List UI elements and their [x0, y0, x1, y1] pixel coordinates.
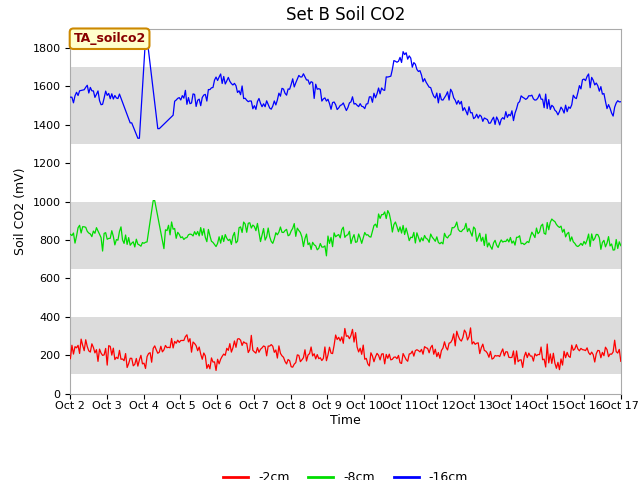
Y-axis label: Soil CO2 (mV): Soil CO2 (mV)	[14, 168, 27, 255]
Text: TA_soilco2: TA_soilco2	[74, 32, 146, 45]
Bar	[70, 202, 621, 269]
Legend: -2cm, -8cm, -16cm: -2cm, -8cm, -16cm	[218, 467, 473, 480]
Title: Set B Soil CO2: Set B Soil CO2	[286, 6, 405, 24]
Bar	[70, 317, 621, 374]
Bar	[70, 67, 621, 144]
X-axis label: Time: Time	[330, 414, 361, 427]
